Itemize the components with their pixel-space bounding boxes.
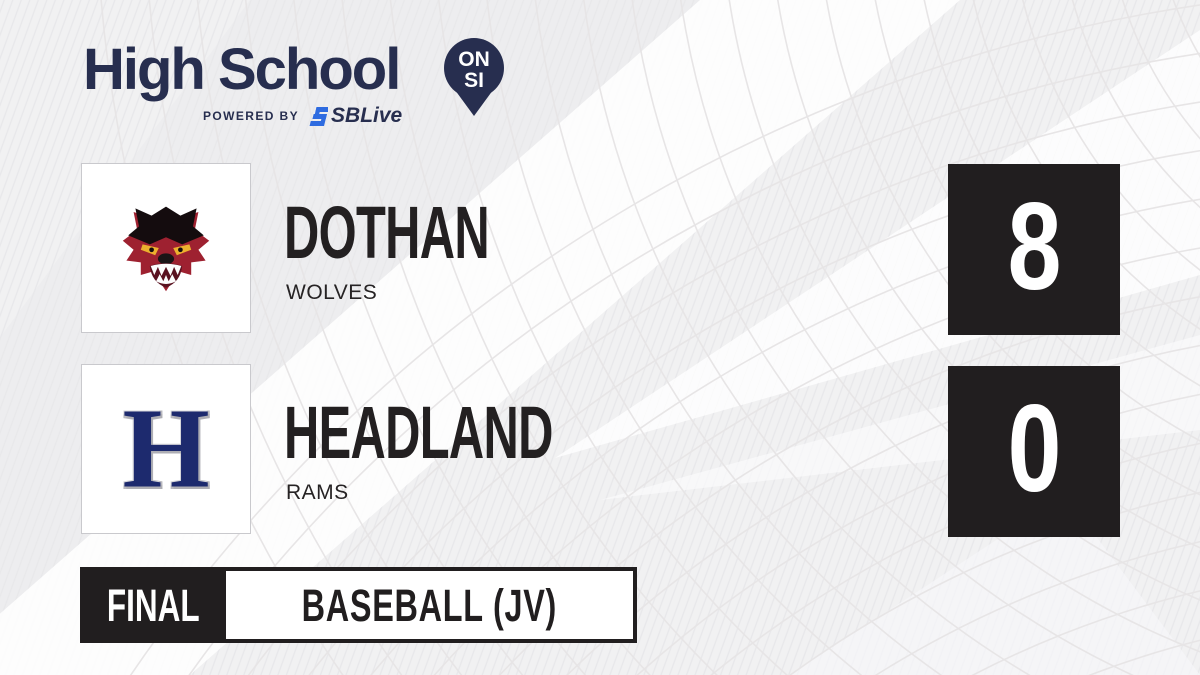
headland-h-logo: H	[122, 385, 210, 513]
score-panel-dothan: 8	[948, 164, 1120, 335]
team-mascot-rams: RAMS	[286, 481, 349, 504]
team-name-headland: HEADLAND	[284, 391, 553, 474]
sblive-wordmark: SBLive	[331, 104, 403, 127]
headland-logo-box: H	[81, 364, 251, 534]
powered-by-label: POWERED BY	[203, 109, 300, 123]
team-mascot-wolves: WOLVES	[286, 281, 378, 304]
sblive-s-icon	[309, 106, 329, 126]
on-si-pin-icon: ON SI	[444, 38, 504, 116]
pin-text-on: ON	[458, 48, 490, 71]
sblive-logo: SBLive	[308, 104, 402, 128]
dothan-wolves-logo	[122, 206, 210, 292]
score-value-dothan: 8	[1007, 177, 1061, 316]
pin-text-si: SI	[464, 69, 484, 92]
team-name-dothan: DOTHAN	[284, 191, 490, 274]
event-label: BASEBALL (JV)	[301, 579, 558, 631]
status-label: FINAL	[106, 579, 200, 631]
footer-bar: FINAL BASEBALL (JV)	[80, 567, 637, 643]
event-box: BASEBALL (JV)	[226, 567, 637, 643]
score-value-headland: 0	[1007, 379, 1061, 518]
powered-by-row: POWERED BY SBLive	[203, 104, 402, 128]
status-box: FINAL	[80, 567, 226, 643]
brand-title: High School	[83, 37, 401, 102]
score-panel-headland: 0	[948, 366, 1120, 537]
dothan-logo-box	[81, 163, 251, 333]
